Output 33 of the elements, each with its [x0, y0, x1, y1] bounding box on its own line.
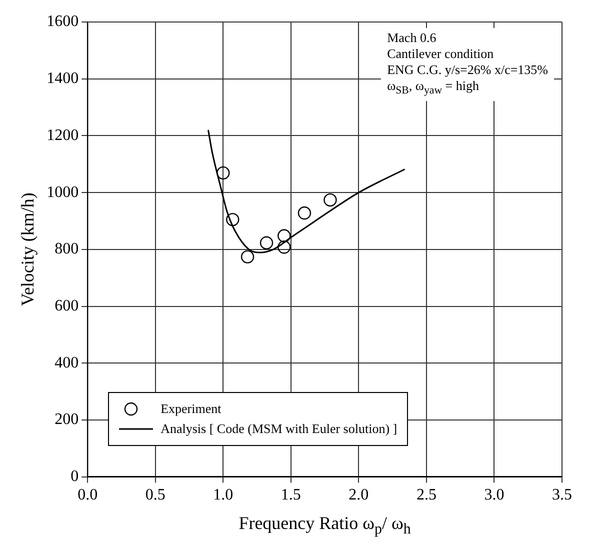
- point: [278, 229, 291, 242]
- point: [216, 166, 230, 180]
- y-axis-title: Velocity (km/h): [18, 192, 38, 306]
- x-tick-label: 2.5: [416, 486, 436, 504]
- x-tick-label: 0.5: [145, 486, 166, 504]
- y-tick-label: 400: [54, 354, 79, 372]
- x-tick-label: 1.0: [213, 486, 234, 504]
- y-tick-label: 800: [54, 240, 79, 258]
- y-tick-label: 1000: [46, 184, 79, 201]
- annotation: ω$_{SB}$, ω$_{yaw}$ = high: [387, 78, 480, 99]
- y-tick-label: 600: [54, 297, 79, 314]
- point: [298, 206, 312, 220]
- point: [226, 212, 240, 226]
- x-tick-label: 2.0: [348, 486, 369, 504]
- y-tick-label: 1200: [46, 126, 79, 144]
- legend-label: Experiment: [160, 400, 222, 418]
- point: [278, 240, 291, 254]
- y-tick-label: 1600: [46, 13, 79, 30]
- x-tick-label: 3.0: [484, 486, 504, 504]
- annotation: ENG C.G. y/s=26% x/c=135%: [387, 62, 548, 78]
- x-tick-label: 3.5: [552, 486, 572, 504]
- legend-label: Analysis [ Code (MSM with Euler solution) ]: [160, 420, 398, 438]
- point: [260, 236, 274, 250]
- x-axis-title: Frequency Ratio ω$_{p}$/ ω$_{h}$: [238, 513, 412, 539]
- annotation: Cantilever condition: [387, 46, 495, 62]
- y-tick-label: 200: [54, 411, 79, 428]
- annotation: Mach 0.6: [387, 30, 438, 46]
- y-tick-label: 1400: [46, 70, 79, 88]
- x-tick-label: 1.5: [280, 486, 301, 504]
- y-tick-label: 0: [70, 468, 79, 486]
- point: [240, 250, 254, 264]
- point: [324, 193, 337, 207]
- x-tick-label: 0.0: [78, 486, 98, 504]
